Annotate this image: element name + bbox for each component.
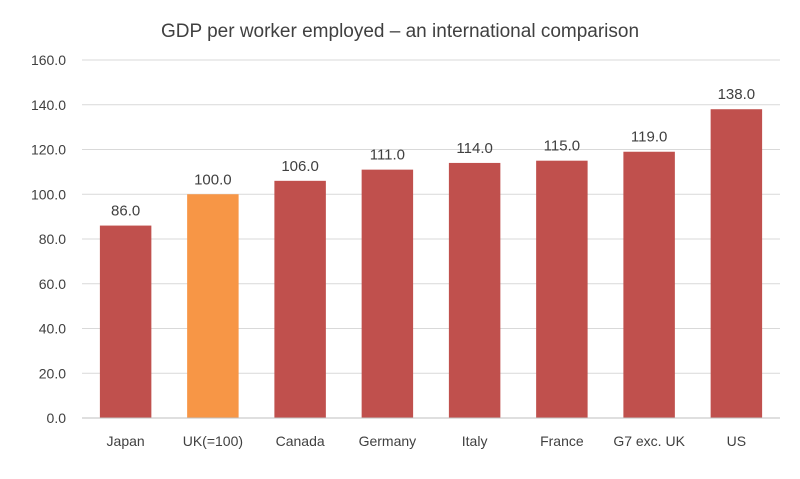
y-axis-ticks: 0.0 20.0 40.0 60.0 80.0 100.0 120.0 140.0 160.0 xyxy=(31,52,66,426)
gridlines xyxy=(82,59,780,374)
bar-japan xyxy=(99,225,152,418)
y-tick-label: 40.0 xyxy=(39,321,66,337)
y-tick-label: 120.0 xyxy=(31,142,66,158)
data-label: 115.0 xyxy=(544,138,580,155)
data-label: 100.0 xyxy=(194,171,232,188)
chart-title: GDP per worker employed – an internation… xyxy=(161,21,639,42)
y-tick-label: 80.0 xyxy=(39,231,66,247)
y-tick-label: 20.0 xyxy=(39,365,66,381)
bar-us xyxy=(710,109,763,418)
bar-germany xyxy=(361,169,414,418)
bars xyxy=(99,109,763,419)
data-label: 119.0 xyxy=(631,129,667,146)
data-label: 111.0 xyxy=(370,147,405,164)
category-label: Canada xyxy=(276,433,325,449)
category-label: Japan xyxy=(107,433,145,449)
y-tick-label: 60.0 xyxy=(39,276,66,292)
data-label: 106.0 xyxy=(281,158,319,175)
category-labels: Japan UK(=100) Canada Germany Italy France G7 … xyxy=(107,433,747,449)
y-tick-label: 140.0 xyxy=(31,97,66,113)
data-label: 114.0 xyxy=(456,140,492,157)
bar-france xyxy=(536,160,588,418)
bar-italy xyxy=(448,162,501,418)
y-tick-label: 100.0 xyxy=(31,186,66,202)
y-tick-label: 160.0 xyxy=(31,52,66,68)
category-label: Italy xyxy=(462,433,488,449)
data-label: 138.0 xyxy=(718,86,756,103)
data-label: 86.0 xyxy=(111,203,140,220)
data-labels: 86.0 100.0 106.0 111.0 114.0 115.0 119.0 138.0 xyxy=(111,86,755,219)
category-label: G7 exc. UK xyxy=(613,433,685,449)
bar-uk-100 xyxy=(187,194,239,418)
bar-canada xyxy=(274,180,326,418)
bar-g7-exc-uk xyxy=(623,151,675,419)
category-label: UK(=100) xyxy=(183,433,243,449)
category-label: US xyxy=(727,433,746,449)
y-tick-label: 0.0 xyxy=(47,410,67,426)
category-label: France xyxy=(540,433,584,449)
category-label: Germany xyxy=(359,433,417,449)
